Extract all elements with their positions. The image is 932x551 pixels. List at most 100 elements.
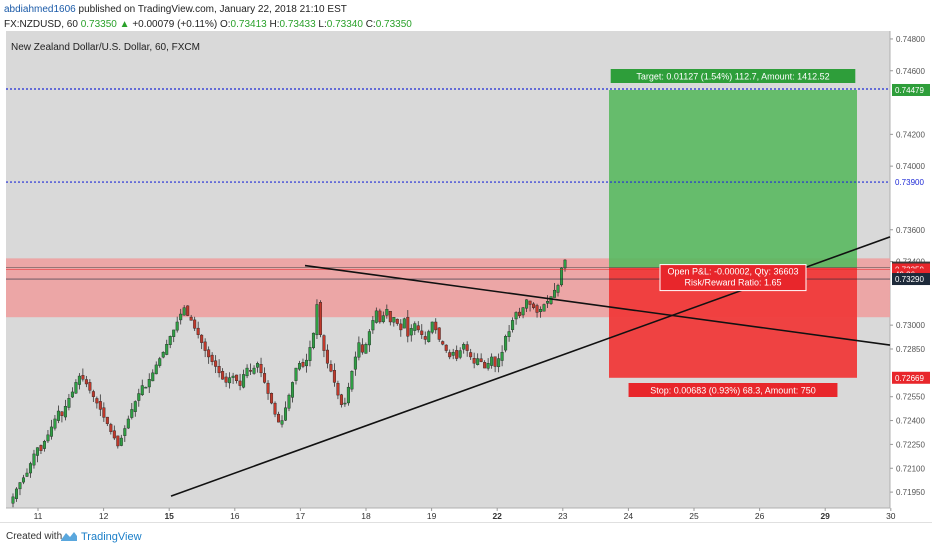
candle-body — [374, 310, 378, 323]
candle — [399, 319, 403, 337]
x-tick-label: 25 — [689, 511, 699, 521]
candle-body — [465, 344, 469, 351]
candle-body — [350, 371, 354, 390]
candle — [490, 353, 494, 369]
price-tag-73900-text: 0.73900 — [895, 178, 924, 187]
candle-body — [119, 437, 123, 446]
candle — [518, 307, 522, 319]
candle-body — [504, 336, 508, 351]
candle-body — [497, 358, 501, 368]
candle — [249, 363, 253, 375]
candle-body — [423, 336, 427, 340]
candle — [374, 307, 378, 324]
candle-body — [193, 319, 197, 329]
candle-body — [476, 358, 480, 365]
candle — [256, 361, 260, 373]
candle-body — [483, 362, 487, 369]
candle — [476, 353, 480, 366]
chart-canvas[interactable]: New Zealand Dollar/U.S. Dollar, 60, FXCM… — [0, 0, 932, 522]
candle-body — [266, 382, 270, 394]
x-tick-label: 17 — [296, 511, 306, 521]
y-tick-label: 0.74200 — [896, 130, 925, 139]
candle — [172, 329, 176, 343]
candle — [290, 381, 294, 403]
candle — [210, 352, 214, 366]
candle-body — [420, 330, 424, 335]
candle-body — [367, 331, 371, 346]
candle-body — [371, 320, 375, 331]
candle-body — [346, 386, 350, 404]
candle — [189, 314, 193, 321]
candle-body — [560, 267, 564, 286]
candle — [105, 416, 109, 427]
candle — [284, 401, 288, 422]
x-tick-label: 26 — [755, 511, 765, 521]
candle-body — [553, 289, 557, 298]
candle-body — [259, 364, 263, 374]
pnl-box: Open P&L: -0.00002, Qty: 36603Risk/Rewar… — [659, 264, 807, 292]
price-tag-stop-bg — [892, 371, 930, 384]
candle — [462, 342, 466, 354]
candle-body — [28, 463, 32, 474]
high-label: H: — [269, 19, 280, 30]
candle-body — [95, 398, 99, 404]
stop-label-bg — [628, 383, 838, 397]
candle-body — [242, 374, 246, 388]
up-arrow-icon: ▲ — [119, 19, 130, 30]
candle — [381, 311, 385, 324]
candle-body — [322, 335, 326, 351]
candle-body — [256, 363, 260, 368]
candle-body — [514, 312, 518, 320]
y-tick-label: 0.74800 — [896, 35, 925, 44]
candle-body — [563, 259, 567, 269]
y-tick-label: 0.72850 — [896, 345, 925, 354]
candle-body — [511, 320, 515, 330]
candle-body — [486, 363, 490, 369]
pnl-text: Open P&L: -0.00002, Qty: 36603 — [667, 267, 798, 277]
candle-body — [249, 370, 253, 372]
candle-body — [448, 352, 452, 358]
candle-body — [74, 382, 78, 394]
candle — [259, 357, 263, 378]
candle-body — [81, 375, 85, 380]
candle-body — [49, 426, 53, 437]
candle — [224, 372, 228, 388]
candle — [25, 468, 29, 477]
candle — [35, 447, 39, 463]
candle-body — [392, 317, 396, 323]
candle — [427, 329, 431, 343]
candle — [486, 358, 490, 371]
x-tick-label: 12 — [99, 511, 109, 521]
candle — [423, 331, 427, 345]
candle — [56, 405, 60, 424]
candle-body — [528, 300, 532, 305]
candle — [514, 311, 518, 325]
candle-body — [311, 332, 315, 349]
candle-body — [25, 472, 29, 477]
candle-body — [385, 309, 389, 316]
candle-body — [123, 428, 127, 436]
candle — [200, 334, 204, 350]
candle-body — [542, 304, 546, 312]
author-link[interactable]: abdiahmed1606 — [4, 4, 76, 15]
price-tag-73290-text: 0.73290 — [895, 275, 924, 284]
candle-body — [525, 299, 529, 309]
candle — [322, 334, 326, 358]
candle-body — [263, 373, 267, 383]
candle — [273, 401, 277, 418]
y-tick-label: 0.72100 — [896, 464, 925, 473]
target-label: Target: 0.01127 (1.54%) 112.7, Amount: 1… — [610, 69, 856, 83]
candle — [479, 353, 483, 363]
candle-body — [210, 354, 214, 362]
open-label: O: — [219, 19, 231, 30]
candle-body — [102, 407, 106, 418]
candle — [116, 435, 120, 449]
tradingview-brand[interactable]: TradingView — [81, 531, 142, 543]
candle — [318, 300, 322, 338]
chart-header: abdiahmed1606 published on TradingView.c… — [4, 2, 412, 32]
candle-body — [126, 418, 130, 429]
candle-body — [189, 316, 193, 321]
candle — [266, 380, 270, 400]
x-tick-label: 22 — [492, 511, 502, 521]
candle-body — [277, 413, 281, 423]
